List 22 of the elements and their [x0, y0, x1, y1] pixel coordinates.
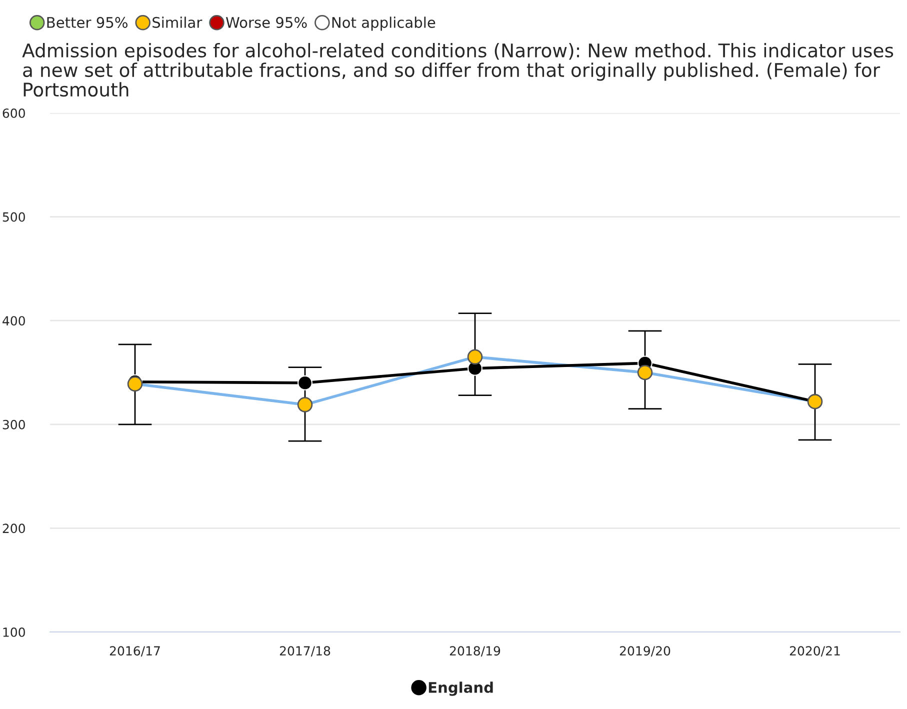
x-tick-label: 2018/19 [450, 646, 500, 657]
x-tick-label: 2017/18 [280, 646, 330, 657]
y-tick-label: 300 [2, 420, 25, 430]
x-tick-label: 2016/17 [110, 646, 160, 657]
x-tick-label: 2019/20 [620, 646, 670, 657]
point [127, 376, 143, 392]
y-tick-label: 100 [3, 627, 25, 637]
legend-label: England [428, 682, 493, 696]
chart-title: Admission episodes for alcohol-related conditions (Narrow): New method. This indicator uses a new set of attributable fractions, and so differ from that originally published. (Female) for Portsmouth [22, 43, 894, 97]
y-tick-label: 200 [2, 524, 25, 534]
legend-label: Similar [152, 16, 202, 28]
y-tick-label: 400 [2, 316, 25, 326]
legend-label: Not applicable [332, 16, 436, 31]
legend-label: Better 95% [47, 16, 128, 28]
point [637, 364, 653, 380]
point [467, 349, 483, 365]
y-tick-label: 600 [2, 108, 25, 118]
y-tick-label: 500 [2, 212, 25, 222]
legend-label: Worse 95% [226, 16, 307, 28]
point [297, 397, 313, 412]
point [298, 375, 312, 390]
x-tick-label: 2020/21 [790, 646, 840, 657]
